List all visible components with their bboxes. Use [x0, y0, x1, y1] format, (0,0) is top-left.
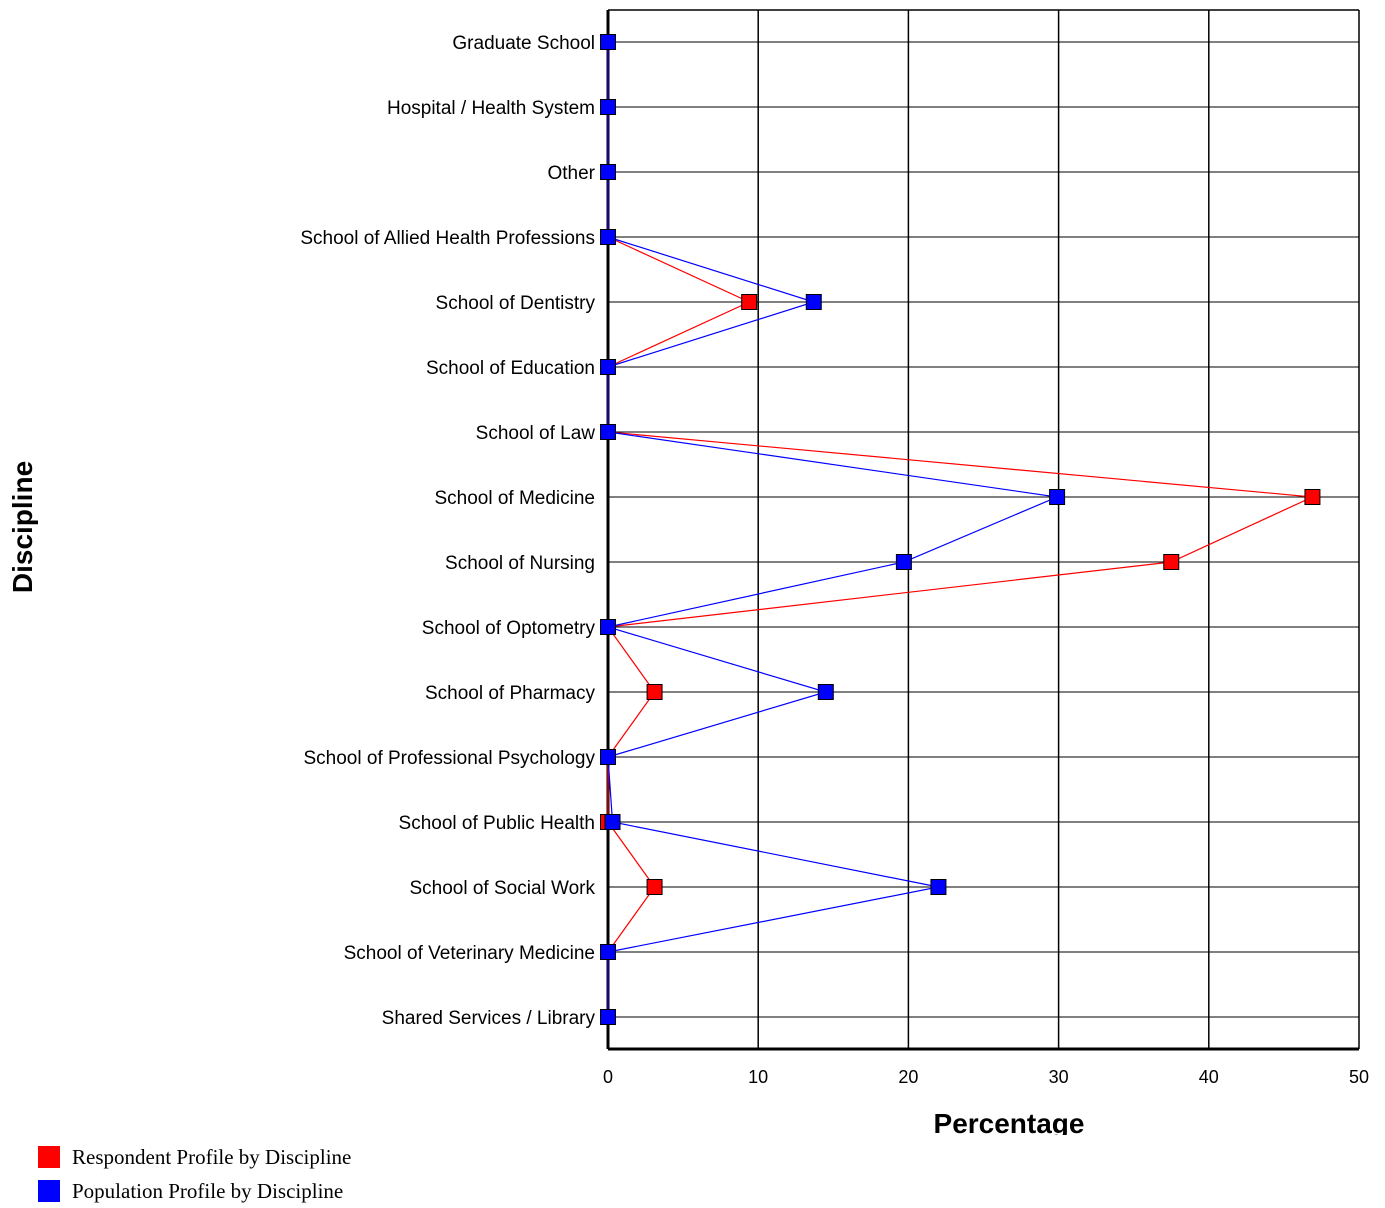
data-point	[600, 944, 616, 960]
series-line	[605, 42, 1060, 1017]
data-point	[600, 359, 616, 375]
data-point	[741, 294, 758, 310]
axes	[606, 10, 1359, 1051]
category-label: School of Nursing	[445, 553, 595, 574]
x-tick-label: 30	[1049, 1067, 1069, 1087]
legend-item-respondent: Respondent Profile by Discipline	[38, 1140, 351, 1174]
data-point	[1304, 489, 1321, 505]
data-point	[1049, 489, 1066, 505]
legend-swatch-red	[38, 1146, 60, 1168]
y-axis-title: Discipline	[7, 461, 38, 593]
category-label: School of Law	[476, 423, 596, 444]
data-point	[805, 294, 822, 310]
x-tick-label: 40	[1199, 1067, 1219, 1087]
data-point	[600, 229, 616, 245]
data-point	[646, 684, 663, 700]
x-axis-title: Percentage	[934, 1108, 1085, 1135]
x-tick-labels: 0 10 20 30 40 50	[603, 1067, 1369, 1087]
category-label: School of Optometry	[422, 618, 596, 639]
legend-label-population: Population Profile by Discipline	[72, 1178, 344, 1203]
x-tick-label: 0	[603, 1067, 613, 1087]
category-labels: Graduate School Hospital / Health System O…	[300, 33, 595, 1029]
category-label: School of Public Health	[399, 813, 595, 834]
category-label: Hospital / Health System	[387, 98, 595, 119]
category-label: School of Education	[426, 358, 595, 379]
category-label: Graduate School	[452, 33, 595, 54]
category-label: School of Dentistry	[436, 293, 596, 314]
series-0	[600, 34, 1321, 1025]
category-label: Shared Services / Library	[382, 1008, 596, 1029]
legend-swatch-blue	[38, 1180, 60, 1202]
x-tick-label: 50	[1349, 1067, 1369, 1087]
data-point	[895, 554, 912, 570]
data-point	[600, 424, 616, 440]
data-point	[600, 619, 616, 635]
data-point	[646, 879, 663, 895]
x-tick-label: 20	[898, 1067, 918, 1087]
series-line	[606, 42, 1315, 1017]
data-point	[600, 749, 616, 765]
category-label: School of Veterinary Medicine	[344, 943, 595, 964]
gridlines	[608, 9, 1360, 1049]
category-label: School of Allied Health Professions	[300, 228, 595, 249]
category-label: School of Pharmacy	[425, 683, 596, 704]
category-label: School of Professional Psychology	[304, 748, 596, 769]
data-point	[600, 34, 616, 50]
series-1	[600, 34, 1066, 1025]
series-group	[600, 34, 1321, 1025]
data-point	[930, 879, 947, 895]
category-label: School of Medicine	[434, 488, 595, 509]
data-point	[817, 684, 834, 700]
category-label: School of Social Work	[409, 878, 595, 899]
data-point	[600, 1009, 616, 1025]
chart: Graduate School Hospital / Health System O…	[7, 9, 1369, 1135]
data-point	[600, 99, 616, 115]
category-label: Other	[547, 163, 595, 184]
legend: Respondent Profile by Discipline Populat…	[38, 1140, 351, 1208]
data-point	[604, 814, 621, 830]
data-point	[1163, 554, 1180, 570]
x-tick-label: 10	[748, 1067, 768, 1087]
data-point	[600, 164, 616, 180]
legend-item-population: Population Profile by Discipline	[38, 1174, 351, 1208]
legend-label-respondent: Respondent Profile by Discipline	[72, 1144, 352, 1169]
